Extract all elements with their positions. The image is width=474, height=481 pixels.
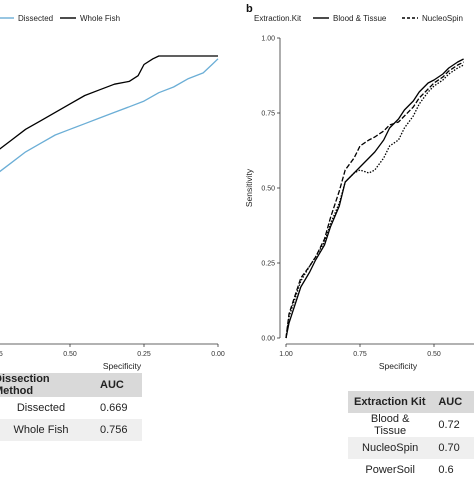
legend-a-label-dissected: Dissected (18, 14, 53, 23)
y-tick-label: 1.00 (261, 36, 275, 43)
x-tick-label: 0.25 (137, 351, 151, 358)
legend-a-label-whole-fish: Whole Fish (80, 14, 120, 23)
x-tick-label: 0.75 (353, 351, 367, 358)
y-tick-label: 0.50 (261, 186, 275, 193)
series-line-powersoil (285, 64, 464, 339)
auc-table-b: Extraction Kit AUC Blood & Tissue 0.72 N… (348, 391, 474, 481)
x-tick-label: 0.75 (0, 351, 3, 358)
table-b-cell: 0.72 (432, 413, 474, 437)
x-axis-title: Specificity (379, 361, 418, 371)
table-a-cell: Dissected (0, 397, 94, 419)
series-line-blood-tissue (285, 58, 464, 339)
y-tick-label: 0.00 (261, 336, 275, 343)
table-b-cell: 0.70 (432, 437, 474, 459)
legend-b-label-nucleospin: NucleoSpin (422, 14, 463, 23)
series-line-dissected (0, 58, 219, 173)
series-line-nucleospin (285, 61, 464, 339)
table-a-header-method: Dissection Method (0, 373, 94, 397)
y-tick-label: 0.75 (261, 111, 275, 118)
table-b-cell: PowerSoil (348, 459, 433, 481)
table-b-header-auc: AUC (432, 391, 474, 413)
y-axis-title: Sensitivity (244, 168, 254, 207)
table-row: Whole Fish 0.756 (0, 419, 142, 441)
x-tick-label: 0.50 (63, 351, 77, 358)
table-row: NucleoSpin 0.70 (348, 437, 474, 459)
legend-b-title: Extraction.Kit (254, 14, 302, 23)
table-b-cell: NucleoSpin (348, 437, 433, 459)
legend-b: b Extraction.Kit Blood & Tissue NucleoSp… (246, 3, 463, 23)
x-tick-label: 1.00 (279, 351, 293, 358)
panel-b-plot: 1.00 0.75 0.50 0.00 0.25 0.50 0.75 1.00 Specific… (244, 36, 474, 371)
table-a-cell: 0.669 (94, 397, 142, 419)
table-a-cell: 0.756 (94, 419, 142, 441)
x-tick-label: 0.50 (427, 351, 441, 358)
series-line-whole-fish (0, 55, 218, 150)
table-b-cell: Blood & Tissue (348, 413, 433, 437)
legend-a: Dissected Whole Fish (0, 14, 120, 23)
panel-b-tag: b (246, 3, 253, 15)
legend-b-label-blood-tissue: Blood & Tissue (333, 14, 387, 23)
table-b-cell: 0.6 (432, 459, 474, 481)
table-a-cell: Whole Fish (0, 419, 94, 441)
x-tick-label: 0.00 (211, 351, 225, 358)
auc-table-a: Dissection Method AUC Dissected 0.669 Wh… (0, 373, 142, 441)
table-row: Blood & Tissue 0.72 (348, 413, 474, 437)
table-row: Dissected 0.669 (0, 397, 142, 419)
table-a-header-auc: AUC (94, 373, 142, 397)
table-row: PowerSoil 0.6 (348, 459, 474, 481)
x-axis-title: Specificity (103, 361, 142, 371)
y-tick-label: 0.25 (261, 261, 275, 268)
table-b-header-kit: Extraction Kit (348, 391, 433, 413)
panel-a-plot: 0.75 0.50 0.25 0.00 Specificity (0, 55, 225, 371)
